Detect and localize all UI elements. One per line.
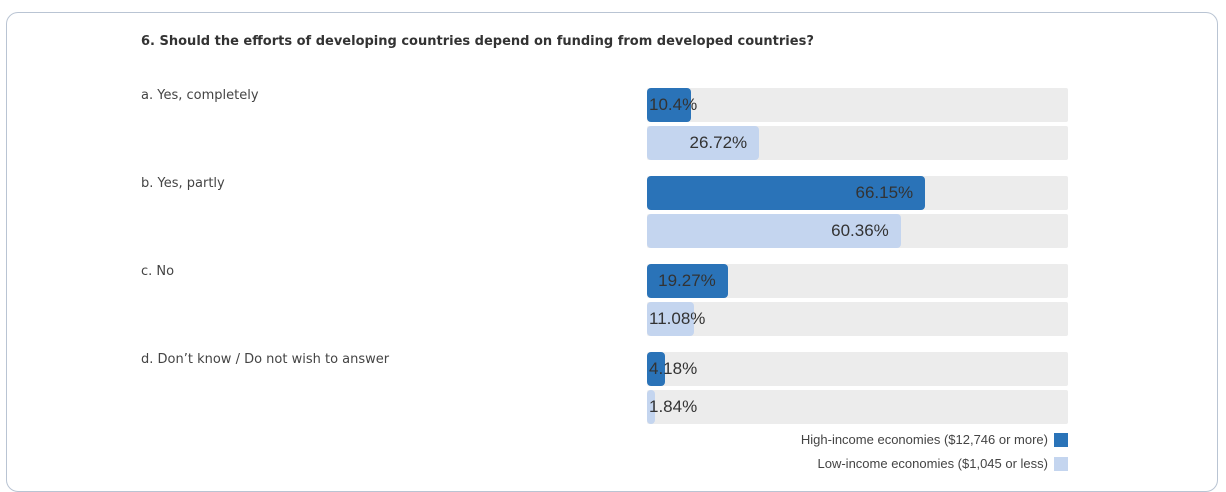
bar-high-income (647, 264, 729, 298)
bar-track-high: 66.15% (647, 176, 1068, 210)
bar-high-income (647, 88, 691, 122)
bar-low-income (647, 390, 655, 424)
bar-low-income (647, 302, 694, 336)
legend-label-low-income: Low-income economies ($1,045 or less) (817, 456, 1049, 471)
bar-track-high: 4.18% (647, 352, 1068, 386)
chart-title: 6. Should the efforts of developing coun… (141, 34, 814, 49)
data-label: 4.18% (649, 359, 698, 378)
bar-high-income (647, 176, 926, 210)
bar-low-income (647, 214, 902, 248)
bar-high-income (647, 352, 665, 386)
legend-swatch-low-income (1054, 456, 1068, 471)
data-label: 19.27% (658, 271, 716, 290)
legend-item-low-income: Low-income economies ($1,045 or less) (817, 456, 1068, 471)
bar-track-high: 10.4% (647, 88, 1068, 122)
data-label: 26.72% (689, 133, 748, 152)
category-label: a. Yes, completely (141, 88, 259, 103)
legend-swatch-high-income (1054, 432, 1068, 447)
legend-item-high-income: High-income economies ($12,746 or more) (801, 432, 1068, 447)
bar-low-income (647, 126, 760, 160)
category-label: d. Don’t know / Do not wish to answer (141, 352, 390, 367)
data-label: 10.4% (649, 95, 698, 114)
category-label: c. No (141, 264, 175, 279)
legend-label-high-income: High-income economies ($12,746 or more) (800, 432, 1048, 447)
data-label: 11.08% (649, 309, 706, 328)
bar-track-low: 1.84% (647, 390, 1068, 424)
data-label: 1.84% (649, 397, 698, 416)
bar-track-low: 11.08% (647, 302, 1068, 336)
bar-track-low: 26.72% (647, 126, 1068, 160)
data-label: 60.36% (831, 221, 889, 240)
bar-track-low: 60.36% (647, 214, 1068, 248)
category-label: b. Yes, partly (141, 176, 225, 191)
bar-track-high: 19.27% (647, 264, 1068, 298)
data-label: 66.15% (855, 183, 914, 202)
